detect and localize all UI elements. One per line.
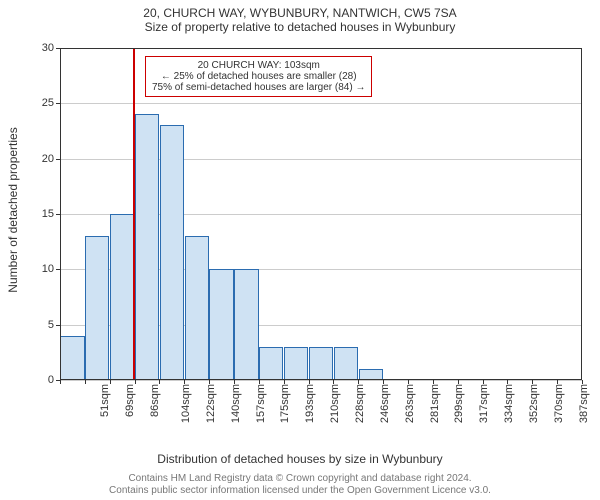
- grid-line: [60, 380, 582, 381]
- histogram-bar: [309, 347, 333, 380]
- y-tick-label: 10: [42, 263, 60, 275]
- chart-container: 20, CHURCH WAY, WYBUNBURY, NANTWICH, CW5…: [0, 0, 600, 500]
- histogram-bar: [334, 347, 358, 380]
- x-tick-mark: [532, 380, 533, 384]
- x-tick-label: 387sqm: [578, 384, 590, 423]
- histogram-bar: [284, 347, 308, 380]
- x-tick-mark: [458, 380, 459, 384]
- histogram-bar: [185, 236, 209, 380]
- x-tick-mark: [582, 380, 583, 384]
- x-tick-label: 104sqm: [180, 384, 192, 423]
- attribution-line-1: Contains HM Land Registry data © Crown c…: [0, 473, 600, 485]
- title-line-1: 20, CHURCH WAY, WYBUNBURY, NANTWICH, CW5…: [0, 6, 600, 20]
- x-tick-mark: [60, 380, 61, 384]
- title-line-2: Size of property relative to detached ho…: [0, 20, 600, 34]
- x-tick-label: 370sqm: [553, 384, 565, 423]
- x-tick-mark: [309, 380, 310, 384]
- y-tick-label: 25: [42, 97, 60, 109]
- histogram-bar: [135, 114, 159, 380]
- histogram-bar: [60, 336, 84, 380]
- x-tick-label: 352sqm: [528, 384, 540, 423]
- x-tick-mark: [383, 380, 384, 384]
- histogram-bar: [160, 125, 184, 380]
- histogram-bar: [85, 236, 109, 380]
- x-tick-label: 69sqm: [124, 384, 136, 417]
- y-axis-label: Number of detached properties: [6, 127, 20, 292]
- x-tick-label: 210sqm: [329, 384, 341, 423]
- x-tick-label: 140sqm: [230, 384, 242, 423]
- x-tick-mark: [184, 380, 185, 384]
- reference-line: [133, 48, 135, 380]
- grid-line: [60, 48, 582, 49]
- x-axis-label: Distribution of detached houses by size …: [0, 452, 600, 466]
- histogram-bar: [259, 347, 283, 380]
- x-tick-label: 51sqm: [99, 384, 111, 417]
- x-tick-label: 334sqm: [503, 384, 515, 423]
- x-tick-mark: [259, 380, 260, 384]
- x-tick-label: 263sqm: [404, 384, 416, 423]
- y-tick-label: 20: [42, 153, 60, 165]
- x-tick-label: 175sqm: [280, 384, 292, 423]
- y-tick-label: 30: [42, 42, 60, 54]
- plot-area: 05101520253051sqm69sqm86sqm104sqm122sqm1…: [60, 48, 582, 380]
- x-tick-label: 86sqm: [149, 384, 161, 417]
- titles: 20, CHURCH WAY, WYBUNBURY, NANTWICH, CW5…: [0, 6, 600, 34]
- y-tick-label: 0: [48, 374, 60, 386]
- x-tick-label: 281sqm: [429, 384, 441, 423]
- x-tick-label: 193sqm: [304, 384, 316, 423]
- histogram-bar: [110, 214, 134, 380]
- y-tick-label: 5: [48, 319, 60, 331]
- histogram-bar: [359, 369, 383, 380]
- x-tick-mark: [333, 380, 334, 384]
- annotation-line: 20 CHURCH WAY: 103sqm: [152, 60, 365, 71]
- x-tick-label: 246sqm: [379, 384, 391, 423]
- x-tick-mark: [110, 380, 111, 384]
- x-tick-mark: [135, 380, 136, 384]
- x-tick-mark: [209, 380, 210, 384]
- histogram-bar: [234, 269, 258, 380]
- x-tick-label: 228sqm: [354, 384, 366, 423]
- x-tick-label: 122sqm: [205, 384, 217, 423]
- attribution: Contains HM Land Registry data © Crown c…: [0, 473, 600, 496]
- attribution-line-2: Contains public sector information licen…: [0, 485, 600, 497]
- x-tick-mark: [483, 380, 484, 384]
- x-tick-mark: [557, 380, 558, 384]
- x-tick-label: 317sqm: [478, 384, 490, 423]
- annotation-line: 75% of semi-detached houses are larger (…: [152, 82, 365, 93]
- x-tick-mark: [358, 380, 359, 384]
- x-tick-label: 299sqm: [454, 384, 466, 423]
- histogram-bar: [209, 269, 233, 380]
- annotation-line: ← 25% of detached houses are smaller (28…: [152, 71, 365, 82]
- x-tick-mark: [408, 380, 409, 384]
- x-tick-mark: [433, 380, 434, 384]
- grid-line: [60, 103, 582, 104]
- x-tick-mark: [159, 380, 160, 384]
- x-tick-mark: [507, 380, 508, 384]
- x-tick-mark: [85, 380, 86, 384]
- y-tick-label: 15: [42, 208, 60, 220]
- x-tick-mark: [234, 380, 235, 384]
- x-tick-mark: [284, 380, 285, 384]
- x-tick-label: 157sqm: [255, 384, 267, 423]
- annotation-box: 20 CHURCH WAY: 103sqm← 25% of detached h…: [145, 56, 372, 97]
